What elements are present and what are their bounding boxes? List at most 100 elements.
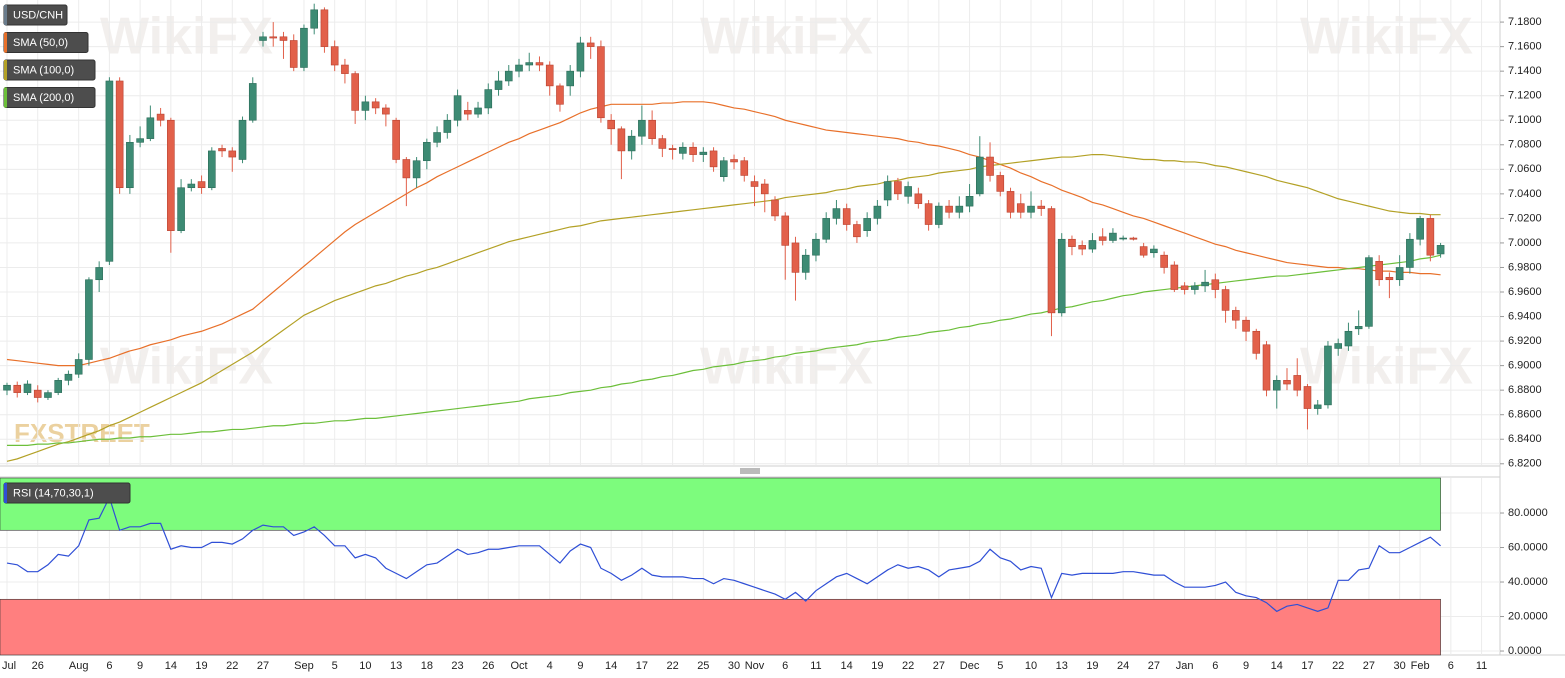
candle-body bbox=[996, 175, 1005, 192]
y-tick-label: 7.0200 bbox=[1508, 212, 1542, 224]
candle-body bbox=[1129, 237, 1138, 240]
y-tick-label: 6.8800 bbox=[1508, 384, 1542, 396]
candle-body bbox=[648, 119, 656, 139]
candle-body bbox=[832, 208, 841, 219]
candle-body bbox=[709, 150, 718, 168]
candle-body bbox=[1211, 279, 1220, 290]
candle-body bbox=[463, 110, 472, 115]
candle-body bbox=[1375, 261, 1383, 281]
candle-body bbox=[412, 160, 421, 179]
candle-body bbox=[955, 205, 964, 213]
candle-body bbox=[924, 203, 933, 225]
candle-body bbox=[13, 384, 22, 393]
candle-body bbox=[341, 64, 349, 74]
candle-body bbox=[136, 138, 144, 143]
candle-body bbox=[474, 107, 482, 115]
candle-body bbox=[822, 218, 831, 240]
candle-body bbox=[771, 199, 779, 217]
candle-body bbox=[310, 9, 319, 29]
candle-body bbox=[1078, 245, 1086, 250]
candle-body bbox=[1303, 386, 1312, 409]
x-tick-label: Aug bbox=[69, 660, 89, 672]
candle-body bbox=[1119, 237, 1127, 240]
y-tick-label: 6.8600 bbox=[1508, 409, 1542, 421]
y-tick-label: 6.9200 bbox=[1508, 335, 1542, 347]
candle-body bbox=[740, 160, 749, 176]
x-tick-label: 14 bbox=[1271, 660, 1283, 672]
candle-body bbox=[484, 89, 493, 109]
candle-body bbox=[842, 208, 851, 225]
x-tick-label: 9 bbox=[577, 660, 583, 672]
candle-body bbox=[218, 148, 226, 152]
candle-body bbox=[1344, 330, 1353, 347]
candle-body bbox=[1293, 375, 1302, 391]
candle-body bbox=[986, 156, 994, 176]
y-tick-label: 6.9000 bbox=[1508, 360, 1542, 372]
candle-body bbox=[392, 119, 400, 160]
candle-body bbox=[965, 196, 974, 207]
candle-body bbox=[95, 267, 103, 281]
overbought-band bbox=[0, 477, 1441, 531]
candle-body bbox=[853, 224, 861, 238]
candle-body bbox=[126, 142, 134, 189]
resize-handle[interactable] bbox=[740, 468, 760, 474]
x-tick-label: 19 bbox=[871, 660, 883, 672]
x-tick-label: 27 bbox=[933, 660, 945, 672]
x-tick-label: 22 bbox=[902, 660, 914, 672]
rsi-line bbox=[6, 495, 1441, 613]
oversold-band bbox=[0, 598, 1441, 656]
x-tick-label: Jul bbox=[2, 660, 16, 672]
candle-body bbox=[1006, 191, 1015, 213]
candle-body bbox=[730, 159, 738, 163]
x-tick-label: 14 bbox=[165, 660, 177, 672]
legend-label: SMA (200,0) bbox=[13, 92, 74, 104]
x-tick-label: 10 bbox=[1025, 660, 1037, 672]
candle-body bbox=[177, 187, 185, 231]
candle-body bbox=[1221, 289, 1230, 311]
candle-body bbox=[64, 373, 73, 381]
candle-body bbox=[1191, 285, 1199, 290]
candle-body bbox=[1324, 345, 1332, 406]
y-tick-label: 6.9400 bbox=[1508, 310, 1542, 322]
x-tick-label: 26 bbox=[482, 660, 494, 672]
legend-swatch bbox=[4, 32, 7, 53]
x-tick-label: 26 bbox=[32, 660, 44, 672]
watermark: WikiFX bbox=[100, 338, 273, 396]
x-tick-label: 11 bbox=[1476, 660, 1487, 672]
y-tick-label: 7.1000 bbox=[1508, 114, 1542, 126]
candle-body bbox=[1416, 218, 1424, 240]
candle-body bbox=[945, 205, 953, 213]
x-tick-label: 19 bbox=[195, 660, 207, 672]
x-tick-label: 14 bbox=[605, 660, 617, 672]
x-tick-label: 27 bbox=[257, 660, 269, 672]
y-tick-label: 7.1200 bbox=[1508, 90, 1542, 102]
candle-body bbox=[1088, 240, 1097, 250]
candle-body bbox=[566, 70, 575, 87]
candle-body bbox=[197, 181, 206, 189]
legend-swatch bbox=[4, 87, 7, 108]
candle-body bbox=[1057, 238, 1066, 314]
candle-body bbox=[1283, 380, 1291, 385]
legend-swatch bbox=[4, 5, 7, 25]
x-tick-label: 5 bbox=[997, 660, 1003, 672]
x-tick-label: Feb bbox=[1411, 660, 1430, 672]
x-tick-label: 25 bbox=[697, 660, 709, 672]
candle-body bbox=[719, 160, 728, 177]
sma-line bbox=[6, 101, 1441, 367]
x-tick-label: 6 bbox=[782, 660, 788, 672]
candle-body bbox=[443, 119, 452, 133]
y-tick-label: 40.0000 bbox=[1508, 576, 1548, 588]
candle-body bbox=[556, 85, 564, 105]
y-tick-label: 7.0600 bbox=[1508, 163, 1542, 175]
candle-body bbox=[586, 42, 595, 47]
candle-body bbox=[279, 36, 288, 41]
candle-body bbox=[525, 62, 534, 66]
candle-body bbox=[699, 151, 708, 155]
candle-body bbox=[115, 80, 124, 189]
candle-body bbox=[1313, 404, 1322, 409]
candle-body bbox=[3, 384, 11, 391]
candle-body bbox=[1242, 319, 1250, 332]
